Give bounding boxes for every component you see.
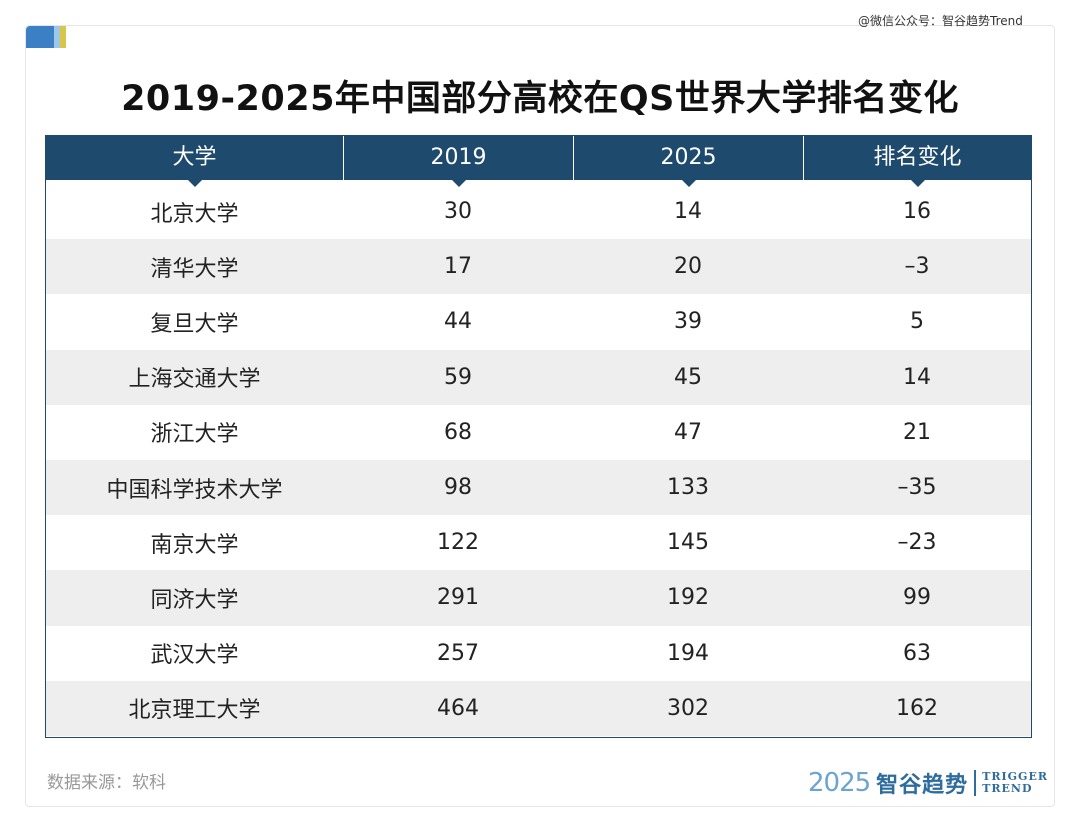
brand-separator (974, 770, 977, 796)
table-cell: 17 (444, 254, 472, 280)
table-cell: 122 (437, 530, 479, 556)
table-cell: 21 (903, 419, 931, 445)
header-notch-icon (451, 180, 466, 187)
table-row: 北京理工大学 464 302 162 (46, 680, 1031, 736)
source-note: 数据来源：软科 (47, 773, 166, 793)
column-header: 2025 (573, 136, 803, 187)
table-cell: 14 (903, 364, 931, 390)
table-cell: 北京理工大学 (128, 698, 261, 724)
table-cell: 194 (667, 640, 709, 666)
table-cell: 45 (674, 364, 702, 390)
table-cell: 清华大学 (150, 256, 239, 282)
table-cell: 145 (667, 530, 709, 556)
table-cell: 257 (437, 640, 479, 666)
table-row: 清华大学 17 20 –3 (46, 239, 1031, 295)
table-cell: 99 (903, 585, 931, 611)
table-cell: 133 (667, 475, 709, 501)
corner-logo-icon (26, 26, 66, 48)
table-cell: 59 (444, 364, 472, 390)
table-row: 中国科学技术大学 98 133 –35 (46, 459, 1031, 516)
table-row: 上海交通大学 59 45 14 (46, 349, 1031, 405)
table-cell: 20 (674, 254, 702, 280)
table-cell: 14 (674, 199, 702, 225)
table-cell: 上海交通大学 (128, 367, 261, 393)
table-cell: 68 (444, 419, 472, 445)
table-cell: 北京大学 (150, 201, 239, 227)
table-cell: 162 (896, 695, 938, 721)
table-row: 同济大学 291 192 99 (46, 570, 1031, 626)
table-cell: 同济大学 (150, 587, 239, 613)
table-header: 大学 2019 2025 排名变化 (46, 136, 1031, 187)
table-cell: –23 (897, 530, 937, 556)
table-cell: 291 (437, 585, 479, 611)
column-header: 2019 (343, 136, 573, 187)
table-row: 南京大学 122 145 –23 (46, 515, 1031, 570)
table-cell: 464 (437, 695, 479, 721)
header-notch-icon (681, 180, 696, 187)
watermark: @微信公众号：智谷趋势Trend (858, 14, 1023, 28)
table-cell: 44 (444, 309, 472, 335)
chart-title: 2019-2025年中国部分高校在QS世界大学排名变化 (121, 79, 959, 119)
ranking-table: 大学 2019 2025 排名变化 北京大学 30 14 16 清华大学 17 20 –3 复旦大学 4… (45, 135, 1032, 738)
table-cell: 5 (910, 309, 924, 335)
table-cell: 中国科学技术大学 (106, 477, 283, 503)
table-row: 浙江大学 68 47 21 (46, 405, 1031, 460)
brand-name-en-line2: TREND (982, 782, 1033, 795)
header-notch-icon (187, 180, 202, 187)
table-row: 武汉大学 257 194 63 (46, 626, 1031, 681)
table-cell: 39 (674, 309, 702, 335)
table-cell: 302 (667, 695, 709, 721)
table-cell: –3 (904, 254, 930, 280)
table-cell: 98 (444, 475, 472, 501)
brand-name-cn: 智谷趋势 (876, 773, 969, 798)
table-cell: 30 (444, 199, 472, 225)
table-cell: 63 (903, 640, 931, 666)
brand-name-en: TRIGGER TREND (982, 771, 1048, 795)
header-notch-icon (910, 180, 925, 187)
table-cell: –35 (897, 475, 937, 501)
table-cell: 武汉大学 (150, 643, 239, 669)
table-cell: 南京大学 (150, 532, 239, 558)
brand-year: 2025 (808, 768, 871, 798)
table-row: 复旦大学 44 39 5 (46, 294, 1031, 349)
table-cell: 浙江大学 (150, 422, 239, 448)
table-row: 北京大学 30 14 16 (46, 184, 1031, 239)
column-header: 大学 (46, 136, 343, 187)
brand-name-en-line1: TRIGGER (982, 770, 1048, 783)
table-body: 北京大学 30 14 16 清华大学 17 20 –3 复旦大学 44 39 5 上海交通大学 59 45 1… (46, 184, 1031, 736)
brand-logo: 2025 智谷趋势 TRIGGER TREND (808, 766, 1048, 800)
table-cell: 16 (903, 199, 931, 225)
table-cell: 复旦大学 (150, 311, 239, 337)
column-header: 排名变化 (803, 136, 1031, 187)
table-cell: 47 (674, 419, 702, 445)
table-cell: 192 (667, 585, 709, 611)
